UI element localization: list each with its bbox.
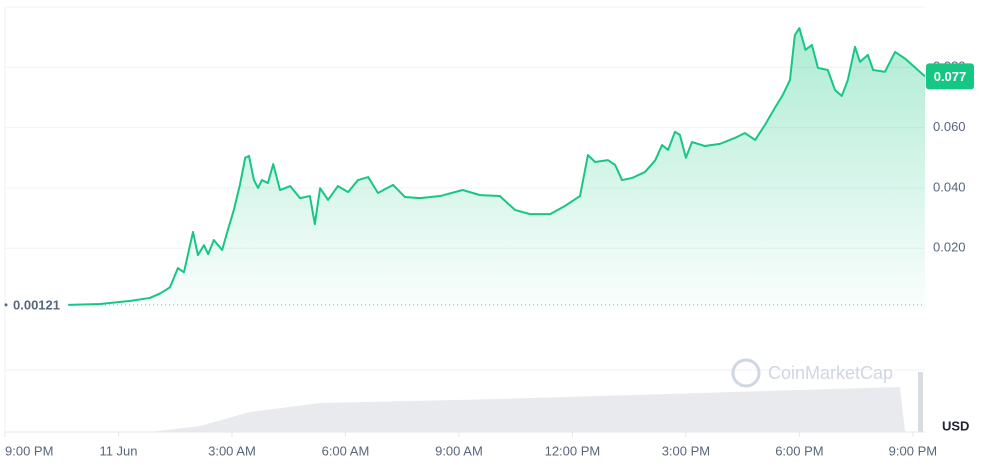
x-tick-label: 9:00 PM <box>5 443 53 458</box>
start-price-label: 0.00121 <box>13 297 60 312</box>
watermark-text: CoinMarketCap <box>768 363 893 383</box>
y-tick-label: 0.060 <box>933 119 966 134</box>
currency-label: USD <box>942 418 969 433</box>
x-tick-label: 3:00 AM <box>208 443 256 458</box>
y-tick-label: 0.040 <box>933 179 966 194</box>
current-price-badge <box>926 63 974 90</box>
current-price-label: 0.077 <box>934 69 967 84</box>
x-tick-label: 9:00 PM <box>889 443 937 458</box>
volume-bar <box>918 372 923 432</box>
x-tick-label: 6:00 PM <box>775 443 823 458</box>
price-line <box>68 27 926 306</box>
volume-area <box>150 387 905 432</box>
watermark: CoinMarketCap <box>731 358 893 388</box>
area <box>68 28 926 309</box>
x-tick-label: 3:00 PM <box>662 443 710 458</box>
watermark-logo <box>731 358 761 388</box>
x-tick-label: 6:00 AM <box>322 443 370 458</box>
x-tick-label: 11 Jun <box>99 443 137 458</box>
x-tick-label: 9:00 AM <box>435 443 483 458</box>
x-tick-label: 12:00 PM <box>545 443 601 458</box>
start-price-bg <box>9 295 69 314</box>
y-tick-label: 0.020 <box>933 240 966 255</box>
start-price-dot <box>4 303 8 307</box>
